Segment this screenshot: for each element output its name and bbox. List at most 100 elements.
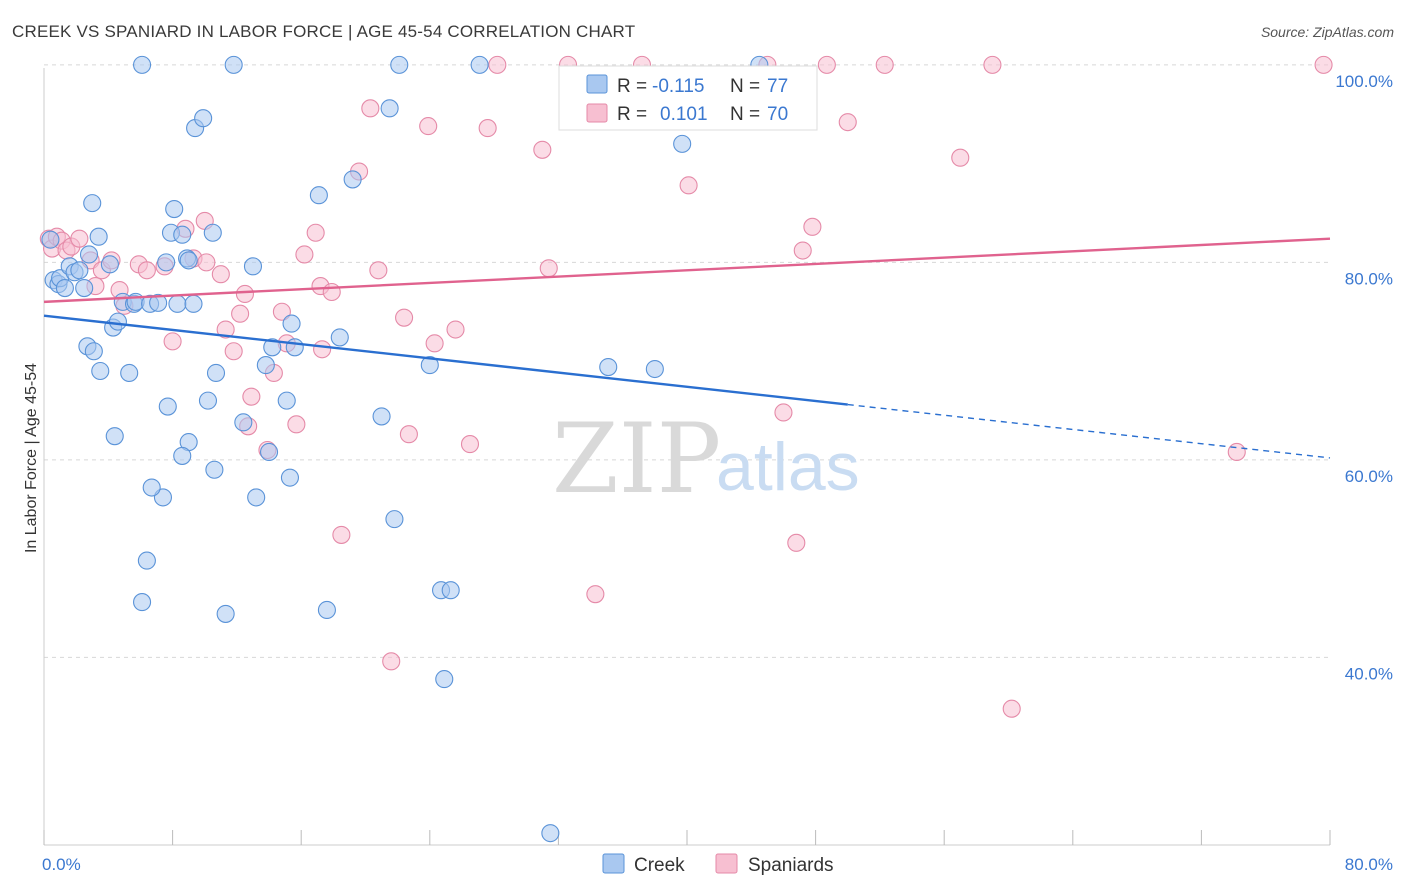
creek-trend-extension	[847, 403, 1331, 459]
creek-point	[179, 251, 198, 270]
spaniards-point	[478, 119, 497, 138]
spaniards-point	[272, 302, 291, 321]
creek-point	[105, 427, 124, 446]
chart-title: CREEK VS SPANIARD IN LABOR FORCE | AGE 4…	[12, 22, 636, 41]
y-tick-label: 80.0%	[1345, 269, 1393, 288]
creek-point	[385, 510, 404, 529]
spaniards-point	[425, 334, 444, 353]
spaniards-point	[369, 261, 388, 280]
creek-point	[70, 261, 89, 280]
creek-point	[120, 363, 139, 383]
spaniards-point	[242, 387, 261, 406]
spaniards-point	[1314, 55, 1333, 74]
chart-source: Source: ZipAtlas.com	[1260, 24, 1394, 40]
creek-point	[330, 328, 349, 347]
spaniards-point	[774, 403, 793, 422]
spaniards-point	[382, 652, 401, 671]
spaniards-point	[361, 99, 380, 118]
spaniards-point	[1227, 442, 1246, 462]
spaniards-point	[533, 140, 552, 159]
creek-point	[216, 604, 235, 623]
creek-point	[420, 356, 439, 375]
creek-point	[277, 391, 296, 410]
creek-point	[89, 227, 108, 246]
spaniards-point	[313, 340, 332, 359]
creek-point	[282, 314, 301, 333]
spaniards-point	[70, 229, 89, 248]
creek-point	[309, 186, 328, 205]
creek-r-value: -0.115	[652, 76, 704, 97]
creek-point	[224, 55, 243, 74]
creek-point	[173, 225, 192, 244]
x-tick-label: 80.0%	[1345, 855, 1393, 874]
creek-point	[673, 134, 692, 153]
series-legend: Creek Spaniards	[602, 853, 834, 876]
creek-point	[157, 253, 176, 272]
spaniards-point	[787, 533, 806, 552]
tick-labels: 40.0% 60.0% 80.0% 100.0% 0.0% 80.0%	[42, 72, 1393, 874]
creek-point	[79, 245, 99, 264]
creek-trend-line	[43, 314, 848, 406]
creek-point	[165, 200, 184, 219]
spaniards-point	[419, 117, 438, 136]
spaniards-point	[306, 223, 325, 242]
creek-point	[149, 293, 168, 312]
spaniards-point	[395, 308, 414, 327]
creek-point	[137, 551, 156, 570]
spaniards-point	[983, 55, 1002, 74]
creek-point	[380, 99, 399, 118]
creek-point	[259, 442, 279, 462]
gridlines	[44, 64, 1330, 658]
creek-point	[198, 391, 218, 410]
creek-point	[84, 342, 103, 361]
creek-point	[100, 255, 119, 274]
creek-point	[133, 593, 152, 612]
creek-point	[142, 478, 161, 497]
watermark-zip: ZIP	[552, 403, 721, 515]
creek-n-value: 77	[767, 76, 788, 97]
creek-point	[599, 357, 618, 377]
spaniards-point	[216, 320, 235, 339]
spaniards-point	[322, 282, 341, 302]
spaniards-point	[211, 265, 230, 284]
y-tick-label: 100.0%	[1335, 72, 1393, 91]
legend-spaniards-swatch	[715, 853, 738, 874]
creek-point	[91, 361, 110, 381]
spaniards-point	[539, 259, 558, 278]
creek-point	[285, 338, 304, 357]
creek-point	[108, 312, 127, 331]
spaniards-point	[1002, 699, 1021, 718]
creek-point	[243, 257, 263, 276]
creek-point	[234, 413, 253, 432]
stats-legend: R = -0.115 N = 77 R = 0.101 N = 70	[558, 65, 818, 131]
creek-point	[256, 356, 275, 375]
creek-point	[194, 109, 213, 128]
legend-spaniards-label: Spaniards	[748, 855, 834, 876]
legend-creek-swatch	[602, 853, 625, 874]
spaniards-point	[137, 261, 156, 280]
spaniards-n-label: N =	[730, 104, 760, 125]
creek-point	[55, 278, 74, 298]
creek-point	[390, 55, 409, 74]
creek-swatch	[586, 74, 608, 94]
creek-point	[541, 824, 560, 843]
creek-point	[441, 581, 460, 600]
creek-point	[75, 278, 94, 298]
spaniards-point	[163, 332, 182, 351]
spaniards-point	[332, 525, 351, 544]
creek-point	[263, 338, 282, 357]
spaniards-point	[446, 320, 465, 339]
spaniards-point	[793, 241, 812, 260]
watermark-atlas: atlas	[716, 429, 860, 505]
spaniards-point	[817, 55, 836, 74]
spaniards-point	[838, 113, 857, 132]
creek-point	[280, 468, 299, 487]
y-tick-label: 60.0%	[1345, 467, 1393, 486]
spaniards-point	[287, 415, 306, 434]
axes	[43, 68, 1331, 846]
spaniards-point	[197, 253, 216, 272]
creek-point	[247, 488, 266, 507]
creek-point	[41, 230, 60, 249]
creek-r-label: R =	[617, 76, 647, 97]
